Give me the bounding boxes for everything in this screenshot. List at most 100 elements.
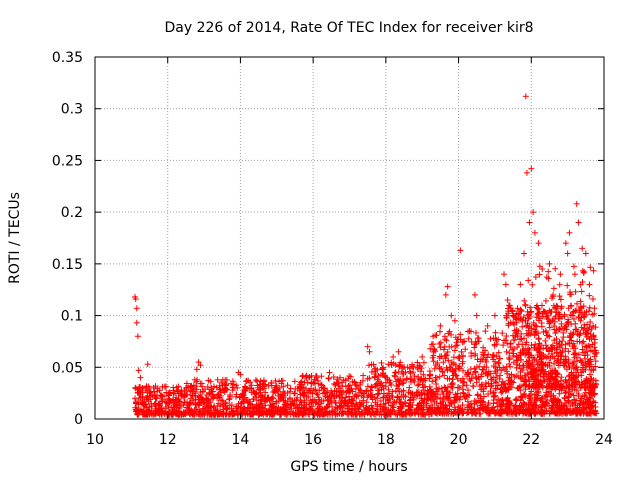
data-point xyxy=(439,410,446,417)
data-point xyxy=(447,399,454,406)
data-point xyxy=(170,411,177,418)
data-point xyxy=(369,384,376,391)
data-point xyxy=(354,403,361,410)
data-point xyxy=(369,396,376,403)
data-point xyxy=(420,359,427,366)
data-point xyxy=(134,411,141,418)
data-point xyxy=(346,406,353,413)
data-point xyxy=(287,385,294,392)
data-point xyxy=(552,330,559,337)
data-point xyxy=(175,383,182,390)
y-tick-label: 0.2 xyxy=(61,205,83,221)
data-point xyxy=(190,382,197,389)
data-point xyxy=(456,353,463,360)
data-point xyxy=(451,347,458,354)
data-point xyxy=(240,396,247,403)
data-point xyxy=(337,374,344,381)
data-point xyxy=(442,401,449,408)
data-point xyxy=(360,372,367,379)
data-point xyxy=(398,405,405,412)
data-point xyxy=(460,338,467,345)
data-point xyxy=(434,391,441,398)
data-point xyxy=(473,364,480,371)
data-point xyxy=(482,347,489,354)
data-point xyxy=(466,376,473,383)
data-point xyxy=(575,313,582,320)
data-point xyxy=(308,380,315,387)
data-point xyxy=(218,397,225,404)
data-point xyxy=(471,344,478,351)
data-point xyxy=(463,382,470,389)
grid-lines xyxy=(95,57,604,419)
data-point xyxy=(324,389,331,396)
data-point xyxy=(414,382,421,389)
data-point xyxy=(309,396,316,403)
data-point xyxy=(440,403,447,410)
data-point xyxy=(502,337,509,344)
data-point xyxy=(426,387,433,394)
data-point xyxy=(492,385,499,392)
data-point xyxy=(448,359,455,366)
data-point xyxy=(318,397,325,404)
data-point xyxy=(267,401,274,408)
data-point xyxy=(387,402,394,409)
data-point xyxy=(238,400,245,407)
data-point xyxy=(417,376,424,383)
data-point xyxy=(500,381,507,388)
data-point xyxy=(437,400,444,407)
data-point xyxy=(459,352,466,359)
data-point xyxy=(449,381,456,388)
data-point xyxy=(202,409,209,416)
data-point xyxy=(162,383,169,390)
data-point xyxy=(306,411,313,418)
data-point xyxy=(462,346,469,353)
data-point xyxy=(372,399,379,406)
data-point xyxy=(219,402,226,409)
y-tick-label: 0.25 xyxy=(52,153,83,169)
data-point xyxy=(374,391,381,398)
data-point xyxy=(352,385,359,392)
x-tick-label: 20 xyxy=(450,432,468,448)
data-point xyxy=(428,341,435,348)
data-point xyxy=(367,411,374,418)
data-point xyxy=(360,397,367,404)
data-point xyxy=(368,383,375,390)
data-point xyxy=(503,348,510,355)
data-point xyxy=(457,405,464,412)
x-tick-label: 12 xyxy=(159,432,177,448)
data-point xyxy=(282,411,289,418)
data-point xyxy=(320,390,327,397)
data-point xyxy=(313,410,320,417)
data-point xyxy=(389,388,396,395)
data-point xyxy=(492,378,499,385)
data-point xyxy=(514,344,521,351)
data-point xyxy=(468,338,475,345)
data-point xyxy=(315,380,322,387)
data-point xyxy=(303,374,310,381)
data-point xyxy=(492,370,499,377)
data-point xyxy=(354,383,361,390)
data-point xyxy=(264,394,271,401)
data-point xyxy=(411,373,418,380)
data-point xyxy=(446,364,453,371)
data-point xyxy=(557,377,564,384)
data-point xyxy=(417,368,424,375)
data-point xyxy=(157,392,164,399)
data-point xyxy=(331,380,338,387)
data-point xyxy=(321,385,328,392)
data-point xyxy=(480,407,487,414)
data-point xyxy=(487,370,494,377)
y-tick-label: 0.3 xyxy=(61,102,83,118)
data-point xyxy=(303,406,310,413)
data-point xyxy=(220,406,227,413)
data-point xyxy=(379,365,386,372)
data-point xyxy=(170,397,177,404)
data-point xyxy=(374,366,381,373)
data-point xyxy=(503,333,510,340)
data-point xyxy=(420,377,427,384)
data-point xyxy=(460,379,467,386)
data-point xyxy=(592,324,599,331)
data-point xyxy=(500,342,507,349)
data-point xyxy=(451,368,458,375)
data-point xyxy=(459,358,466,365)
